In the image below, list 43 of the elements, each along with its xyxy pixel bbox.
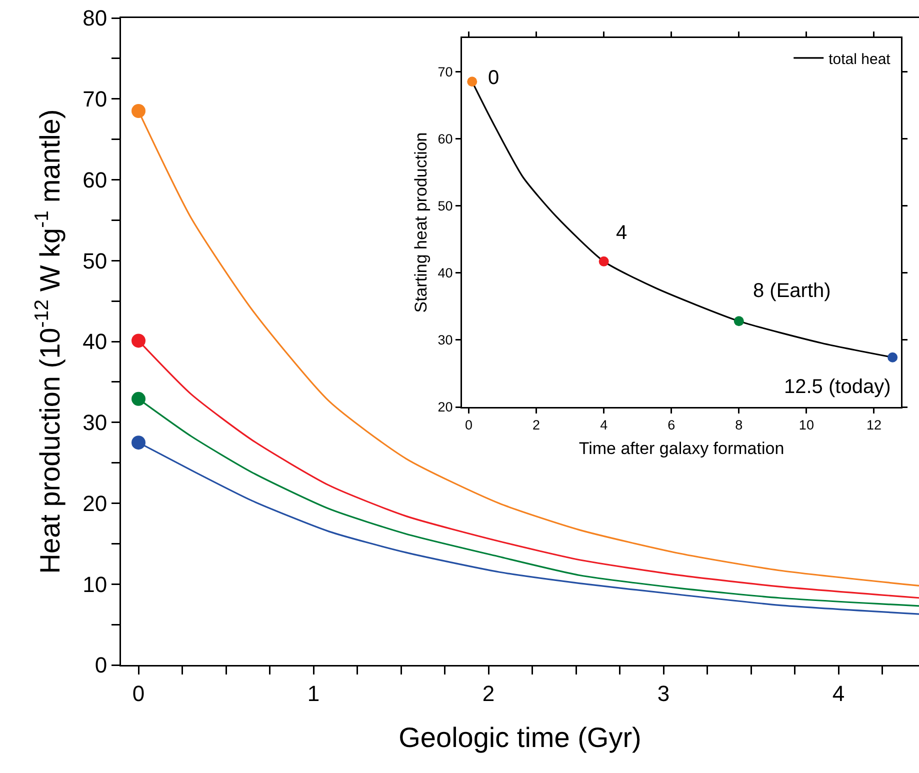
x-tick-label: 2 — [482, 680, 495, 706]
y-tick-label: 50 — [438, 198, 453, 214]
x-tick-label: 3 — [657, 680, 670, 706]
x-tick-label: 1 — [307, 680, 320, 706]
point — [132, 392, 146, 406]
point — [467, 76, 478, 87]
x-tick-label: 4 — [832, 680, 845, 706]
y-axis-title: Starting heat production — [412, 132, 431, 313]
y-tick-label: 40 — [82, 329, 108, 354]
legend-label: total heat — [828, 50, 892, 68]
x-tick-label: 10 — [798, 418, 814, 433]
y-tick-label: 20 — [82, 490, 108, 516]
x-axis-title: Geologic time (Gyr) — [398, 722, 642, 753]
annotation: 12.5 (today) — [784, 376, 891, 398]
x-tick-label: 0 — [464, 418, 473, 433]
x-axis-title: Time after galaxy formation — [578, 438, 784, 458]
y-tick-label: 70 — [82, 86, 108, 112]
point — [132, 334, 146, 348]
x-tick-label: 4 — [600, 418, 608, 433]
y-tick-label: 20 — [438, 400, 453, 415]
point — [888, 352, 898, 362]
x-tick-label: 2 — [532, 418, 540, 433]
annotation: 8 (Earth) — [753, 280, 831, 302]
y-tick-label: 30 — [438, 332, 453, 348]
point — [132, 104, 146, 118]
x-tick-label: 12 — [866, 418, 882, 433]
point — [598, 256, 609, 266]
annotation: 4 — [616, 222, 628, 244]
point — [132, 436, 146, 450]
y-tick-label: 70 — [438, 64, 453, 80]
y-tick-label: 60 — [438, 131, 453, 146]
y-tick-label: 0 — [94, 652, 108, 678]
annotation: 0 — [488, 67, 500, 89]
x-tick-label: 6 — [668, 418, 676, 433]
y-tick-label: 30 — [82, 410, 108, 436]
y-tick-label: 40 — [438, 266, 453, 281]
y-tick-label: 80 — [82, 6, 108, 31]
y-tick-label: 50 — [82, 248, 108, 274]
x-tick-label: 0 — [132, 680, 145, 706]
y-tick-label: 10 — [82, 572, 108, 597]
point — [734, 316, 744, 326]
y-tick-label: 60 — [82, 167, 108, 192]
x-tick-label: 8 — [735, 418, 743, 433]
